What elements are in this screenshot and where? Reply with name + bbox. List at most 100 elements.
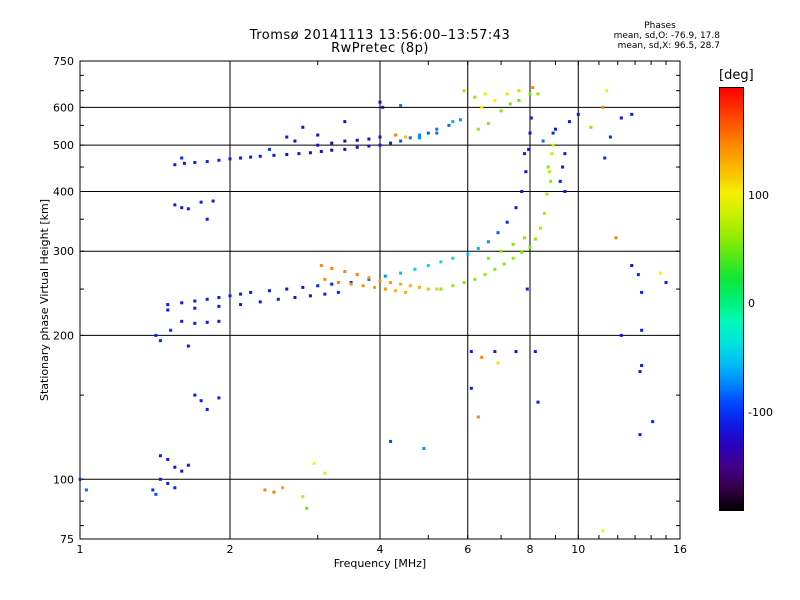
data-point (619, 333, 623, 337)
data-point (496, 361, 500, 365)
data-point (589, 125, 593, 129)
data-point (180, 206, 184, 210)
y-tick-label: 500 (53, 139, 74, 152)
data-point (435, 127, 439, 131)
data-point (389, 439, 393, 443)
data-point (367, 277, 371, 281)
data-point (473, 95, 477, 99)
data-point (186, 344, 190, 348)
data-point (378, 279, 382, 283)
x-tick-label: 4 (377, 543, 384, 556)
data-point (476, 127, 480, 131)
data-point (399, 282, 403, 286)
data-point (378, 143, 382, 147)
data-point (553, 127, 557, 131)
colorbar-label: [deg] (719, 68, 754, 83)
data-point (399, 139, 403, 143)
data-point (381, 105, 385, 109)
x-axis-label: Frequency [MHz] (334, 557, 426, 570)
data-point (249, 290, 253, 294)
data-point (486, 122, 490, 126)
data-point (383, 287, 387, 291)
data-point (378, 135, 382, 139)
data-point (272, 153, 276, 157)
phase-stats-heading: Phases (644, 21, 676, 31)
data-point (435, 287, 439, 291)
data-point (462, 89, 466, 93)
data-point (173, 163, 177, 167)
data-point (458, 118, 462, 122)
data-point (630, 264, 634, 268)
colorbar-tick-label: 0 (748, 297, 755, 311)
data-point (373, 285, 377, 289)
data-point (205, 160, 209, 164)
data-point (614, 236, 618, 240)
data-point (408, 136, 412, 140)
data-point (193, 306, 197, 310)
data-point (267, 289, 271, 293)
data-point (180, 319, 184, 323)
data-point (511, 242, 515, 246)
data-point (323, 292, 327, 296)
data-point (343, 120, 347, 124)
data-point (239, 156, 243, 160)
data-point (228, 157, 232, 161)
x-tick-label: 6 (464, 543, 471, 556)
data-point (561, 165, 565, 169)
data-point (524, 170, 528, 174)
data-point (651, 420, 655, 424)
data-point (154, 333, 158, 337)
data-point (367, 137, 371, 141)
phase-stats-o-values: -76.9, 17.8 (670, 31, 720, 41)
data-point (258, 300, 262, 304)
data-point (399, 271, 403, 275)
data-point (473, 277, 477, 281)
data-point (217, 304, 221, 308)
data-point (529, 116, 533, 120)
data-point (451, 120, 455, 124)
data-point (263, 488, 267, 492)
data-point (193, 321, 197, 325)
data-point (550, 152, 554, 156)
data-point (533, 350, 537, 354)
data-point (336, 290, 340, 294)
data-point (154, 492, 158, 496)
data-point (186, 463, 190, 467)
y-tick-label: 600 (53, 101, 74, 114)
data-point (343, 139, 347, 143)
data-point (258, 154, 262, 158)
data-point (499, 109, 503, 113)
data-point (228, 294, 232, 298)
data-point (435, 131, 439, 135)
data-point (349, 281, 353, 285)
y-tick-label: 300 (53, 245, 74, 258)
data-point (486, 256, 490, 260)
data-point (517, 89, 521, 93)
data-point (640, 328, 644, 332)
data-point (483, 92, 487, 96)
data-point (505, 220, 509, 224)
phase-stats-o: mean, sd,O: -76.9, 17.8 (600, 31, 720, 41)
data-point (417, 133, 421, 137)
data-point (180, 469, 184, 473)
phase-stats-o-label: mean, sd,O: (613, 31, 669, 41)
y-tick-label: 75 (60, 533, 74, 546)
data-point (166, 308, 170, 312)
data-point (505, 92, 509, 96)
data-point (466, 252, 470, 256)
y-tick-label: 200 (53, 329, 74, 342)
data-point (285, 135, 289, 139)
phase-stats-x-values: 96.5, 28.7 (674, 41, 720, 51)
data-point (199, 200, 203, 204)
data-point (531, 86, 535, 90)
data-point (84, 488, 88, 492)
chart-title-line2: RwPretec (8p) (331, 41, 429, 56)
plot-frame (79, 60, 681, 540)
x-tick-label: 2 (227, 543, 234, 556)
data-point (205, 320, 209, 324)
x-tick-label: 16 (673, 543, 687, 556)
data-point (330, 267, 334, 271)
data-point (394, 289, 398, 293)
data-point (166, 457, 170, 461)
